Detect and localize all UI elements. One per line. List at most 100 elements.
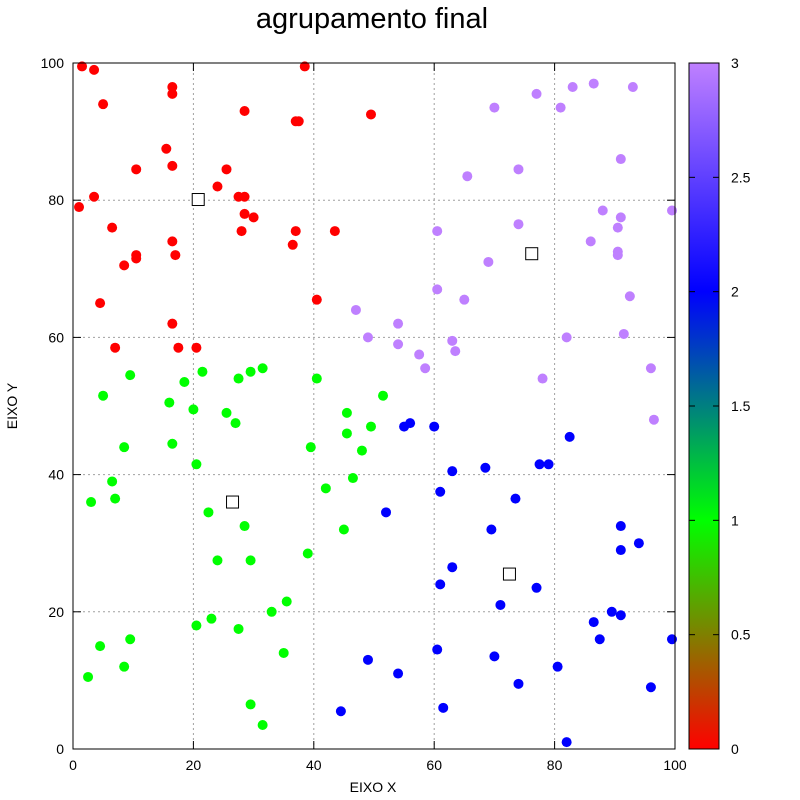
data-point-cluster-3 [447,335,458,346]
data-point-cluster-1 [179,376,190,387]
data-point-cluster-2 [335,706,346,717]
data-point-cluster-3 [555,102,566,113]
data-point-cluster-2 [615,545,626,556]
data-point-cluster-1 [356,445,367,456]
data-point-cluster-3 [612,222,623,233]
data-point-cluster-2 [447,562,458,573]
data-point-cluster-0 [167,88,178,99]
data-point-cluster-2 [531,582,542,593]
data-point-cluster-3 [537,373,548,384]
data-point-cluster-3 [459,294,470,305]
data-point-cluster-2 [510,493,521,504]
y-tick-label: 0 [56,741,64,757]
grid-lines [73,63,675,749]
data-point-cluster-2 [666,634,677,645]
data-point-cluster-2 [633,538,644,549]
data-point-cluster-3 [489,102,500,113]
data-point-cluster-3 [624,291,635,302]
data-point-cluster-0 [248,212,259,223]
centroid-marker [525,247,539,261]
data-point-cluster-1 [206,613,217,624]
data-point-cluster-2 [435,579,446,590]
data-point-cluster-1 [167,438,178,449]
data-point-cluster-1 [365,421,376,432]
data-point-cluster-0 [98,99,109,110]
data-point-cluster-2 [645,682,656,693]
data-point-cluster-3 [645,363,656,374]
data-point-cluster-0 [311,294,322,305]
data-point-cluster-0 [239,106,250,117]
data-point-cluster-0 [161,143,172,154]
data-point-cluster-1 [233,373,244,384]
data-point-cluster-2 [606,606,617,617]
data-point-cluster-0 [287,239,298,250]
y-axis-ticks: 0 20 40 60 80 100 [41,55,675,757]
data-point-cluster-1 [197,366,208,377]
colorbar-tick-label: 1 [731,512,739,528]
data-point-cluster-2 [588,617,599,628]
data-point-cluster-2 [486,524,497,535]
data-point-cluster-1 [221,407,232,418]
x-tick-label: 40 [306,757,322,773]
data-point-cluster-1 [378,390,389,401]
data-point-cluster-3 [420,363,431,374]
data-point-cluster-2 [438,702,449,713]
data-point-cluster-3 [612,250,623,261]
x-tick-label: 100 [663,757,687,773]
chart-title: agrupamento final [256,3,488,35]
data-point-cluster-0 [221,164,232,175]
data-point-cluster-3 [462,171,473,182]
data-point-cluster-0 [293,116,304,127]
data-point-cluster-3 [561,332,572,343]
data-point-cluster-3 [615,212,626,223]
data-point-cluster-3 [648,414,659,425]
y-tick-label: 20 [48,604,64,620]
data-point-cluster-3 [666,205,677,216]
centroid-marker [226,495,240,509]
data-point-cluster-1 [119,661,130,672]
data-point-cluster-1 [347,473,358,484]
data-point-cluster-0 [173,342,184,353]
data-point-cluster-2 [534,459,545,470]
data-point-cluster-3 [615,154,626,165]
data-point-cluster-1 [233,623,244,634]
data-point-cluster-0 [89,64,100,75]
colorbar-tick-label: 1.5 [731,398,751,414]
data-point-cluster-0 [239,191,250,202]
centroid-marker [502,567,516,581]
data-point-cluster-2 [429,421,440,432]
data-point-cluster-1 [107,476,118,487]
data-point-cluster-2 [552,661,563,672]
data-point-cluster-3 [567,82,578,93]
data-point-cluster-1 [245,555,256,566]
data-point-cluster-0 [74,202,85,213]
data-point-cluster-2 [480,462,491,473]
data-point-cluster-1 [230,418,241,429]
data-point-cluster-2 [447,466,458,477]
x-tick-label: 60 [426,757,442,773]
data-point-cluster-3 [432,226,443,237]
data-point-cluster-0 [89,191,100,202]
data-point-cluster-3 [483,256,494,267]
data-point-cluster-0 [167,82,178,93]
data-point-cluster-2 [393,668,404,679]
data-points [74,61,677,748]
data-point-cluster-2 [405,418,416,429]
data-point-cluster-2 [381,507,392,518]
data-point-cluster-2 [615,521,626,532]
data-point-cluster-1 [281,596,292,607]
data-point-cluster-0 [239,208,250,219]
data-point-cluster-1 [278,647,289,658]
data-point-cluster-2 [432,644,443,655]
data-point-cluster-3 [513,219,524,230]
data-point-cluster-2 [594,634,605,645]
data-point-cluster-0 [365,109,376,120]
data-point-cluster-2 [543,459,554,470]
data-point-cluster-0 [191,342,202,353]
data-point-cluster-2 [435,486,446,497]
data-point-cluster-0 [119,260,130,271]
data-point-cluster-1 [191,459,202,470]
x-axis-label: EIXO X [350,779,397,795]
